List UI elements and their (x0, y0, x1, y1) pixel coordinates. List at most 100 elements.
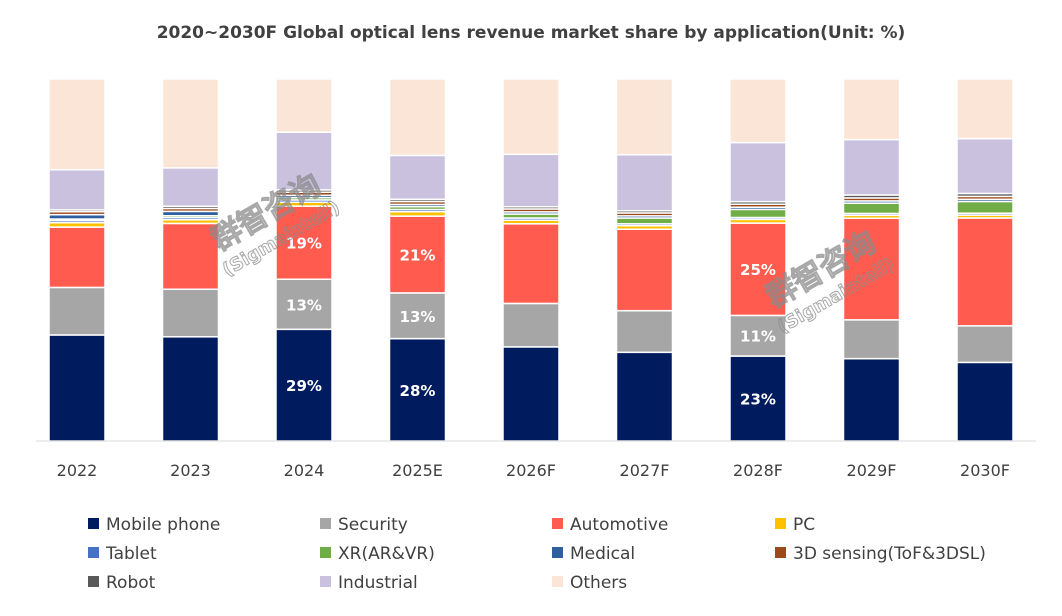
legend-label: Others (570, 573, 627, 593)
data-label-2028f-mobile-phone: 23% (740, 391, 776, 409)
legend-swatch (552, 576, 563, 587)
bar-2024-security (275, 278, 333, 331)
data-label-2028f-automotive: 25% (740, 261, 776, 279)
x-tick-label: 2030F (960, 461, 1010, 480)
chart-title: 2020~2030F Global optical lens revenue m… (157, 23, 906, 43)
legend-item-tablet: Tablet (88, 544, 157, 564)
legend-item-others: Others (552, 573, 627, 593)
legend-swatch (775, 518, 786, 529)
legend-swatch (552, 547, 563, 558)
bar-2023-industrial (161, 167, 220, 207)
legend-label: Medical (570, 544, 635, 564)
legend-item-3d-sensing-tof-3dsl: 3D sensing(ToF&3DSL) (775, 544, 986, 564)
bar-2025e-mobile-phone (388, 337, 447, 442)
x-tick-label: 2024 (284, 461, 325, 480)
legend-item-robot: Robot (88, 573, 156, 593)
bar-2026f-automotive (502, 223, 560, 305)
data-label-2025e-automotive: 21% (400, 247, 436, 265)
bar-2027f-xr-ar-vr (615, 217, 674, 225)
bar-2023-mobile-phone (161, 336, 220, 442)
bar-2025e-automotive (388, 215, 447, 294)
bar-2022-security (48, 286, 106, 336)
legend-item-medical: Medical (552, 544, 635, 564)
bar-2025e-others (388, 78, 447, 157)
bar-2026f-industrial (502, 153, 560, 208)
bar-2026f-security (502, 302, 560, 348)
bar-2029f-others (842, 78, 901, 141)
legend-item-industrial: Industrial (320, 573, 418, 593)
legend-item-xr-ar-vr: XR(AR&VR) (320, 544, 435, 564)
legend-swatch (88, 547, 99, 558)
x-axis-ticks: 2022 2023 2024 2025E 2026F 2027F 2028F 2029F 203… (57, 461, 1010, 480)
data-label-2028f-security: 11% (740, 328, 776, 346)
bar-2027f-security (615, 309, 674, 354)
bar-2024-automotive (275, 205, 333, 281)
legend-item-security: Security (320, 515, 408, 535)
data-label-2025e-mobile-phone: 28% (400, 382, 436, 400)
legend-label: Security (338, 515, 408, 535)
x-tick-label: 2022 (57, 461, 98, 480)
bar-2026f-mobile-phone (502, 346, 560, 442)
bar-2027f-industrial (615, 153, 674, 212)
x-tick-label: 2023 (170, 461, 211, 480)
bar-2028f-mobile-phone (729, 355, 787, 442)
data-label-2025e-security: 13% (400, 308, 436, 326)
data-labels: 29% 13% 19% 28% 13% 21% 23% 11% 25% (286, 235, 776, 409)
legend-label: Robot (106, 573, 156, 593)
x-tick-label: 2025E (392, 461, 443, 480)
bar-2030f-others (956, 78, 1014, 140)
legend-label: PC (793, 515, 815, 535)
bar-2022-others (48, 78, 106, 171)
bar-2022-mobile-phone (48, 334, 106, 442)
data-label-2024-security: 13% (286, 296, 322, 314)
legend-item-automotive: Automotive (552, 515, 668, 535)
legend-swatch (552, 518, 563, 529)
bar-2022-automotive (48, 226, 106, 289)
bar-2024-mobile-phone (275, 328, 333, 442)
bar-2030f-industrial (956, 137, 1014, 195)
legend-swatch (320, 576, 331, 587)
legend-swatch (775, 547, 786, 558)
bar-2029f-xr-ar-vr (842, 202, 901, 215)
legend-label: Industrial (338, 573, 418, 593)
bar-2022-industrial (48, 168, 106, 211)
legend-label: XR(AR&VR) (338, 544, 435, 564)
bar-2028f-industrial (729, 141, 787, 203)
bar-2029f-mobile-phone (842, 357, 901, 442)
legend: Mobile phone Security Automotive PC Tablet XR… (88, 515, 986, 593)
bar-2030f-mobile-phone (956, 361, 1014, 442)
legend-swatch (320, 518, 331, 529)
bar-2030f-automotive (956, 217, 1014, 327)
legend-label: Tablet (105, 544, 157, 564)
bar-2023-automotive (161, 222, 220, 290)
bars-group (48, 78, 1014, 442)
legend-swatch (88, 518, 99, 529)
legend-label: Mobile phone (106, 515, 220, 535)
bar-2027f-automotive (615, 228, 674, 312)
bar-2024-industrial (275, 131, 333, 191)
x-tick-label: 2027F (620, 461, 670, 480)
x-tick-label: 2029F (847, 461, 897, 480)
bar-2023-security (161, 288, 220, 338)
x-tick-label: 2026F (506, 461, 556, 480)
bar-2027f-others (615, 78, 674, 156)
bar-2024-others (275, 78, 333, 133)
legend-item-pc: PC (775, 515, 815, 535)
bar-2025e-industrial (388, 154, 447, 201)
legend-swatch (320, 547, 331, 558)
legend-label: 3D sensing(ToF&3DSL) (793, 544, 986, 564)
legend-label: Automotive (570, 515, 668, 535)
bar-2028f-others (729, 78, 787, 144)
data-label-2024-automotive: 19% (286, 235, 322, 253)
bar-2028f-security (729, 314, 787, 357)
bar-2023-others (161, 78, 220, 169)
legend-item-mobile-phone: Mobile phone (88, 515, 220, 535)
bar-2030f-xr-ar-vr (956, 200, 1014, 214)
x-tick-label: 2028F (733, 461, 783, 480)
legend-swatch (88, 576, 99, 587)
bar-2027f-mobile-phone (615, 351, 674, 442)
bar-2029f-security (842, 319, 901, 360)
bar-2028f-xr-ar-vr (729, 208, 787, 219)
bar-2026f-others (502, 78, 560, 156)
